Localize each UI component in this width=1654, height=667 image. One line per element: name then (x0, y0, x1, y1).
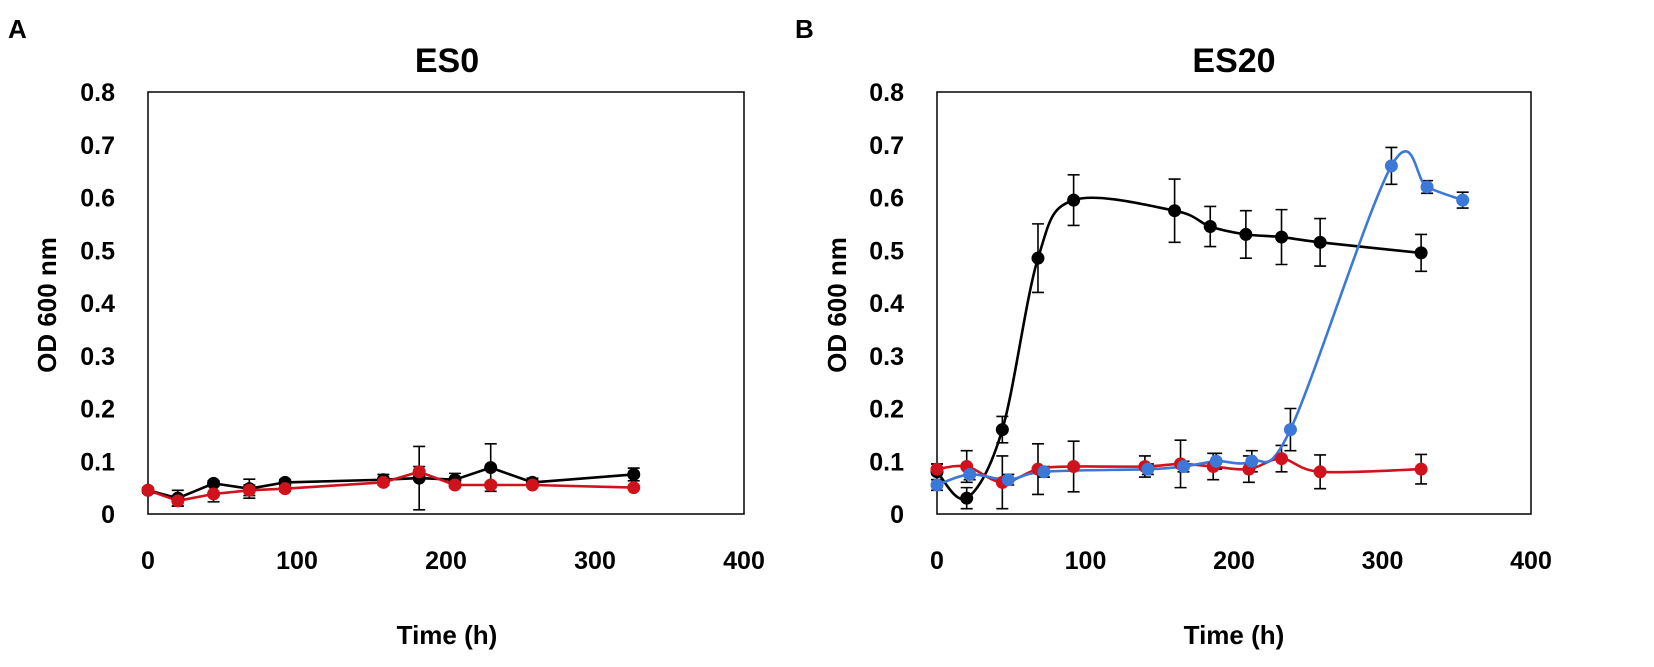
data-point-red (171, 494, 185, 508)
data-point-black (484, 461, 498, 475)
data-point-red (1313, 465, 1327, 479)
data-points-a (141, 461, 641, 508)
chart-panel-a: A ES0 Time (h) OD 600 nm 0 0.1 0.2 0.3 0.4 0.… (8, 14, 765, 650)
data-point-red (412, 465, 426, 479)
data-point-red (207, 487, 221, 501)
series-line-blue (935, 149, 1464, 487)
data-point-blue (1384, 159, 1398, 173)
y-axis-label-a: OD 600 nm (32, 237, 62, 373)
data-point-blue (1141, 462, 1155, 476)
data-point-red (484, 478, 498, 492)
x-tick-label: 100 (1065, 547, 1107, 575)
data-point-red (278, 482, 292, 496)
data-point-blue (1209, 454, 1223, 468)
x-tick-label: 200 (1213, 547, 1255, 575)
y-tick-label: 0.8 (80, 79, 115, 107)
data-point-black (1168, 204, 1182, 218)
data-point-black (1067, 193, 1081, 207)
y-tick-label: 0.1 (80, 448, 115, 476)
error-bars-a (142, 443, 640, 511)
data-point-blue (930, 478, 944, 492)
x-tick-label: 0 (930, 547, 944, 575)
tick-labels-a: 0 0.1 0.2 0.3 0.4 0.5 0.6 0.7 0.8 0 100 200 300 400 (80, 79, 765, 575)
data-point-red (1275, 452, 1289, 466)
y-tick-label: 0.4 (869, 290, 904, 318)
data-point-blue (1037, 465, 1051, 479)
y-tick-label: 0.7 (869, 132, 904, 160)
data-point-red (1067, 460, 1081, 474)
data-point-blue (1245, 454, 1259, 468)
plot-area-a (147, 91, 745, 515)
data-point-red (1414, 462, 1428, 476)
data-point-red (930, 462, 944, 476)
data-points-b (930, 159, 1470, 505)
data-point-blue (1283, 423, 1297, 437)
x-tick-label: 100 (276, 547, 318, 575)
data-point-black (960, 491, 974, 505)
y-tick-label: 0.2 (869, 396, 904, 424)
x-tick-label: 0 (141, 547, 155, 575)
data-point-black (1313, 235, 1327, 249)
data-point-black (1239, 227, 1253, 241)
x-tick-label: 400 (1510, 547, 1552, 575)
x-tick-label: 400 (723, 547, 765, 575)
x-tick-label: 300 (574, 547, 616, 575)
y-tick-label: 0 (101, 501, 115, 529)
y-tick-label: 0.4 (80, 290, 115, 318)
chart-panel-b: B ES20 Time (h) OD 600 nm 00.10.20.30.40… (795, 14, 1552, 650)
data-point-black (995, 423, 1009, 437)
y-tick-label: 0 (890, 501, 904, 529)
x-tick-label: 300 (1362, 547, 1404, 575)
data-point-black (1031, 251, 1045, 265)
data-point-red (242, 483, 256, 497)
y-axis-label-b: OD 600 nm (822, 237, 852, 373)
data-point-black (1275, 230, 1289, 244)
data-point-black (627, 467, 641, 481)
y-tick-label: 0.8 (869, 79, 904, 107)
data-point-red (141, 483, 155, 497)
y-tick-label: 0.3 (80, 343, 115, 371)
data-point-red (376, 475, 390, 489)
data-point-red (448, 478, 462, 492)
series-lines-a (146, 466, 635, 503)
panel-label-a: A (8, 14, 27, 44)
y-tick-label: 0.5 (869, 237, 904, 265)
data-point-blue (963, 467, 977, 481)
y-tick-label: 0.7 (80, 132, 115, 160)
chart-title-b: ES20 (1192, 42, 1275, 80)
data-point-black (207, 476, 221, 490)
series-lines-b (935, 149, 1464, 501)
chart-title-a: ES0 (415, 42, 479, 80)
y-tick-label: 0.3 (869, 343, 904, 371)
series-line-red (146, 470, 635, 503)
x-tick-label: 200 (425, 547, 467, 575)
y-tick-label: 0.6 (80, 185, 115, 213)
data-point-red (525, 478, 539, 492)
plot-area-b (936, 91, 1532, 515)
data-point-blue (1001, 473, 1015, 487)
data-point-blue (1177, 460, 1191, 474)
y-tick-label: 0.5 (80, 237, 115, 265)
y-tick-label: 0.1 (869, 448, 904, 476)
y-tick-label: 0.2 (80, 396, 115, 424)
error-bars-b (931, 146, 1469, 510)
panel-label-b: B (795, 14, 814, 44)
series-line-black (935, 196, 1423, 501)
data-point-red (627, 481, 641, 495)
data-point-blue (1420, 180, 1434, 194)
x-axis-label-a: Time (h) (397, 620, 498, 650)
x-axis-label-b: Time (h) (1184, 620, 1285, 650)
data-point-black (1414, 246, 1428, 260)
data-point-blue (1456, 193, 1470, 207)
tick-labels-b: 0 0.1 0.2 0.3 0.4 0.5 0.6 0.7 0.8 0 100 200 300 400 (869, 79, 1552, 575)
data-point-black (1203, 220, 1217, 234)
y-tick-label: 0.6 (869, 185, 904, 213)
